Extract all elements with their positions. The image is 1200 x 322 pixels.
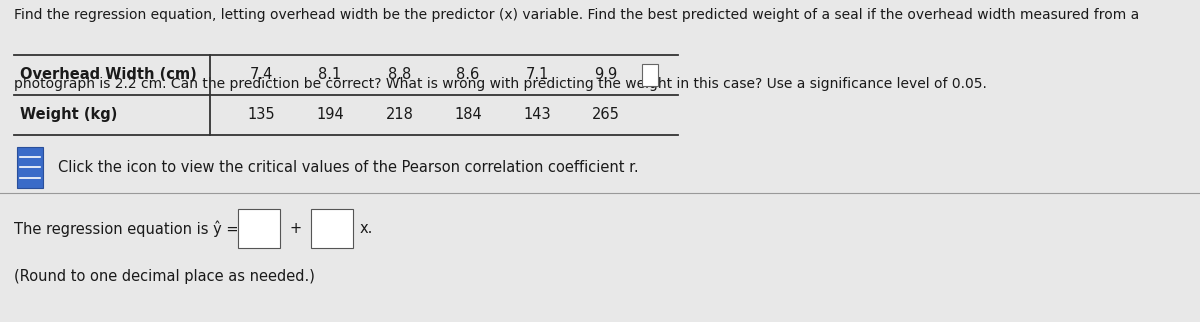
Text: 194: 194: [316, 108, 344, 122]
Bar: [17, 147, 43, 188]
Text: 7.4: 7.4: [250, 67, 274, 82]
Text: +: +: [289, 221, 301, 236]
Bar: [238, 209, 280, 248]
Text: 8.6: 8.6: [456, 67, 480, 82]
Text: 8.8: 8.8: [388, 67, 412, 82]
Text: 135: 135: [247, 108, 276, 122]
Text: 218: 218: [385, 108, 414, 122]
Text: Weight (kg): Weight (kg): [20, 108, 118, 122]
Text: Find the regression equation, letting overhead width be the predictor (x) variab: Find the regression equation, letting ov…: [14, 8, 1140, 22]
Text: 184: 184: [454, 108, 482, 122]
Text: (Round to one decimal place as needed.): (Round to one decimal place as needed.): [14, 270, 316, 284]
Text: 8.1: 8.1: [318, 67, 342, 82]
Text: 7.1: 7.1: [526, 67, 550, 82]
Text: The regression equation is ŷ =: The regression equation is ŷ =: [14, 220, 239, 237]
Bar: [311, 209, 353, 248]
Text: Click the icon to view the critical values of the Pearson correlation coefficien: Click the icon to view the critical valu…: [58, 160, 638, 175]
Text: Overhead Width (cm): Overhead Width (cm): [20, 67, 197, 82]
Text: 265: 265: [592, 108, 620, 122]
Text: photograph is 2.2 cm. Can the prediction be correct? What is wrong with predicti: photograph is 2.2 cm. Can the prediction…: [14, 77, 988, 91]
Bar: [642, 64, 658, 86]
Text: 143: 143: [523, 108, 552, 122]
Text: x.: x.: [360, 221, 373, 236]
Text: 9.9: 9.9: [594, 67, 618, 82]
